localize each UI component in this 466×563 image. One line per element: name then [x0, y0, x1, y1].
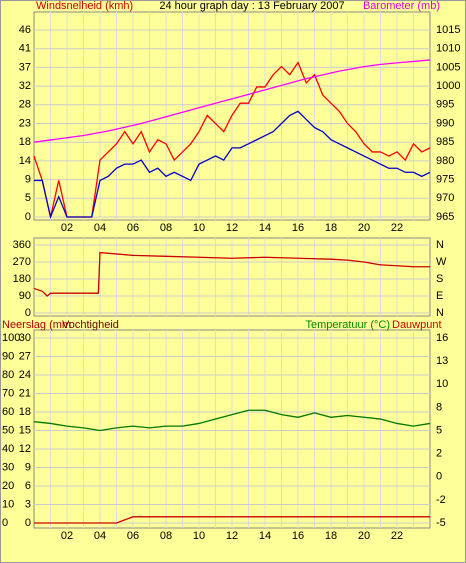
- x-tick-label: 16: [292, 222, 304, 234]
- x-tick-label: 18: [325, 530, 337, 542]
- y2-tick-label: W: [436, 256, 447, 268]
- series-line: [33, 251, 430, 297]
- y-tick-label: 0: [25, 517, 31, 529]
- y2-tick-label: 990: [436, 117, 454, 129]
- y-tick-label: 270: [13, 256, 31, 268]
- y-tick-label: 18: [19, 136, 31, 148]
- y-tick-label: 180: [13, 273, 31, 285]
- series-line: [33, 59, 431, 143]
- y2-tick-label: 5: [436, 424, 442, 436]
- y-tick-label: 6: [25, 480, 31, 492]
- x-tick-label: 12: [226, 530, 238, 542]
- series-line: [33, 61, 431, 218]
- y-tick-label: 0: [25, 307, 31, 319]
- y3-tick-label: 100: [2, 332, 20, 344]
- y3-tick-label: 0: [2, 517, 8, 529]
- series-line: [33, 409, 431, 432]
- y-tick-label: 12: [19, 443, 31, 455]
- y3-tick-label: 90: [2, 350, 14, 362]
- y2-tick-label: 980: [436, 155, 454, 167]
- y2-tick-label: 1005: [436, 61, 460, 73]
- x-tick-label: 14: [259, 530, 271, 542]
- y-tick-label: 37: [19, 61, 31, 73]
- y2-tick-label: N: [436, 307, 444, 319]
- y3-tick-label: 20: [2, 480, 14, 492]
- y-tick-label: 27: [19, 350, 31, 362]
- x-tick-label: 18: [325, 222, 337, 234]
- y2-tick-label: 995: [436, 99, 454, 111]
- y-tick-label: 21: [19, 387, 31, 399]
- y2-tick-label: 13: [436, 355, 448, 367]
- y3-tick-label: 10: [2, 498, 14, 510]
- y2-tick-label: 970: [436, 192, 454, 204]
- y2-tick-label: 975: [436, 174, 454, 186]
- axis-label: Dauwpunt: [392, 319, 442, 331]
- y2-tick-label: 16: [436, 332, 448, 344]
- y-tick-label: 32: [19, 80, 31, 92]
- y-tick-label: 30: [19, 332, 31, 344]
- y-tick-label: 9: [25, 461, 31, 473]
- y-tick-label: 5: [25, 192, 31, 204]
- y2-tick-label: E: [436, 290, 443, 302]
- series-line: [34, 516, 430, 524]
- y2-tick-label: 0: [436, 471, 442, 483]
- y2-tick-label: 2: [436, 448, 442, 460]
- axis-label: Barometer (mb): [363, 0, 440, 12]
- y-tick-label: 23: [19, 117, 31, 129]
- y-tick-label: 360: [13, 239, 31, 251]
- chart-title: 24 hour graph day : 13 February 2007: [159, 0, 344, 12]
- y2-tick-label: -5: [436, 517, 446, 529]
- y3-tick-label: 60: [2, 406, 14, 418]
- x-tick-label: 08: [160, 530, 172, 542]
- axis-label: Temperatuur (°C): [306, 319, 390, 331]
- x-tick-label: 04: [94, 530, 106, 542]
- y-tick-label: 41: [19, 43, 31, 55]
- x-tick-label: 16: [292, 530, 304, 542]
- x-tick-label: 02: [61, 530, 73, 542]
- x-tick-label: 12: [226, 222, 238, 234]
- y3-tick-label: 30: [2, 461, 14, 473]
- x-tick-label: 22: [391, 222, 403, 234]
- y-tick-label: 14: [19, 155, 31, 167]
- y2-tick-label: 965: [436, 211, 454, 223]
- y3-tick-label: 80: [2, 369, 14, 381]
- y2-tick-label: N: [436, 239, 444, 251]
- x-tick-label: 08: [160, 222, 172, 234]
- y-tick-label: 46: [19, 24, 31, 36]
- y2-tick-label: 8: [436, 401, 442, 413]
- y2-tick-label: 985: [436, 136, 454, 148]
- y-tick-label: 3: [25, 498, 31, 510]
- y3-tick-label: 70: [2, 387, 14, 399]
- x-tick-label: 06: [127, 222, 139, 234]
- y-tick-label: 9: [25, 174, 31, 186]
- y-tick-label: 15: [19, 424, 31, 436]
- axis-label: Windsnelheid (kmh): [36, 0, 133, 12]
- x-tick-label: 20: [358, 222, 370, 234]
- x-tick-label: 02: [61, 222, 73, 234]
- y2-tick-label: -2: [436, 494, 446, 506]
- y2-tick-label: 1010: [436, 43, 460, 55]
- x-tick-label: 10: [193, 222, 205, 234]
- y3-tick-label: 50: [2, 424, 14, 436]
- x-tick-label: 04: [94, 222, 106, 234]
- y-tick-label: 90: [19, 290, 31, 302]
- y-tick-label: 24: [19, 369, 31, 381]
- x-tick-label: 14: [259, 222, 271, 234]
- y-tick-label: 28: [19, 99, 31, 111]
- y2-tick-label: 1015: [436, 24, 460, 36]
- y-tick-label: 0: [25, 211, 31, 223]
- y2-tick-label: S: [436, 273, 443, 285]
- y2-tick-label: 10: [436, 378, 448, 390]
- y3-tick-label: 40: [2, 443, 14, 455]
- x-tick-label: 22: [391, 530, 403, 542]
- axis-label: Neerslag (mm: [2, 319, 71, 331]
- y2-tick-label: 1000: [436, 80, 460, 92]
- series-line: [34, 110, 431, 220]
- y-tick-label: 18: [19, 406, 31, 418]
- x-tick-label: 20: [358, 530, 370, 542]
- axis-label: Vochtigheid: [62, 319, 119, 331]
- x-tick-label: 10: [193, 530, 205, 542]
- x-tick-label: 06: [127, 530, 139, 542]
